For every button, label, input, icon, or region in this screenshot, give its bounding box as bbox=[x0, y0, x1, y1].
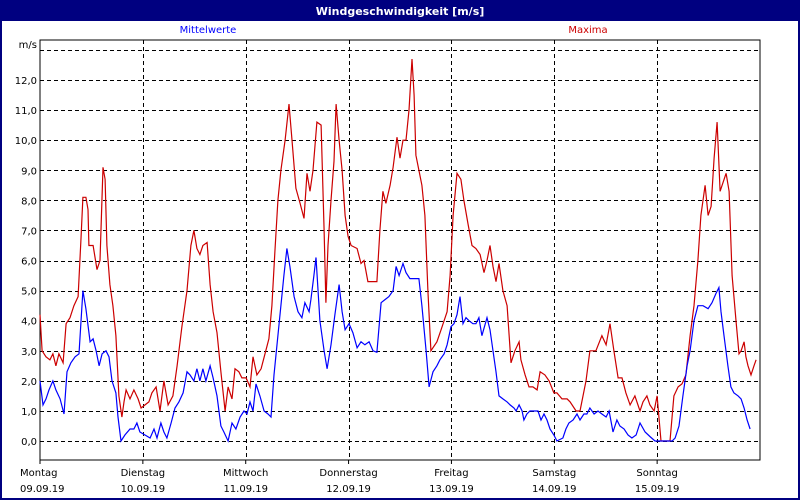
x-tick-date: 13.09.19 bbox=[429, 484, 474, 495]
x-tick-day-name: Freitag bbox=[434, 468, 468, 479]
legend-mittelwerte: Mittelwerte bbox=[180, 25, 237, 36]
y-tick-label: 7,0 bbox=[21, 226, 37, 237]
x-tick-day-name: Donnerstag bbox=[319, 468, 377, 479]
y-tick-label: 5,0 bbox=[21, 287, 37, 298]
y-tick-label: 4,0 bbox=[21, 317, 37, 328]
x-tick-date: 11.09.19 bbox=[223, 484, 268, 495]
x-tick-day-name: Samstag bbox=[532, 468, 576, 479]
window-title: Windgeschwindigkeit [m/s] bbox=[2, 2, 798, 21]
y-axis-unit-label: m/s bbox=[19, 40, 37, 51]
y-tick-label: 3,0 bbox=[21, 347, 37, 358]
x-tick-day-name: Montag bbox=[20, 468, 57, 479]
x-axis: Montag 09.09.19 Dienstag 10.09.19 Mittwoch 11… bbox=[20, 460, 679, 495]
x-tick-date: 15.09.19 bbox=[635, 484, 680, 495]
y-tick-label: 0,0 bbox=[21, 437, 37, 448]
series-line-maxima bbox=[39, 58, 757, 442]
y-tick-label: 9,0 bbox=[21, 166, 37, 177]
x-tick-day-name: Sonntag bbox=[636, 468, 678, 479]
x-tick-date: 10.09.19 bbox=[121, 484, 166, 495]
y-tick-label: 12,0 bbox=[15, 76, 37, 87]
y-tick-label: 6,0 bbox=[21, 257, 37, 268]
y-tick-label: 2,0 bbox=[21, 377, 37, 388]
y-tick-label: 11,0 bbox=[15, 106, 37, 117]
x-tick-date: 14.09.19 bbox=[532, 484, 577, 495]
legend-maxima: Maxima bbox=[568, 25, 607, 36]
x-tick-date: 09.09.19 bbox=[20, 484, 65, 495]
y-tick-label: 8,0 bbox=[21, 196, 37, 207]
y-tick-label: 1,0 bbox=[21, 407, 37, 418]
y-axis: 0,0 1,0 2,0 3,0 4,0 5,0 6,0 7,0 8,0 9,0 10,0 11,0 12… bbox=[15, 76, 37, 448]
series-lines bbox=[39, 58, 757, 443]
x-tick-day-name: Mittwoch bbox=[223, 468, 268, 479]
x-tick-day-name: Dienstag bbox=[121, 468, 166, 479]
grid-lines bbox=[40, 40, 760, 460]
plot-frame bbox=[39, 39, 761, 461]
x-tick-date: 12.09.19 bbox=[326, 484, 371, 495]
series-line-mittelwerte bbox=[39, 248, 751, 443]
y-tick-label: 10,0 bbox=[15, 136, 37, 147]
